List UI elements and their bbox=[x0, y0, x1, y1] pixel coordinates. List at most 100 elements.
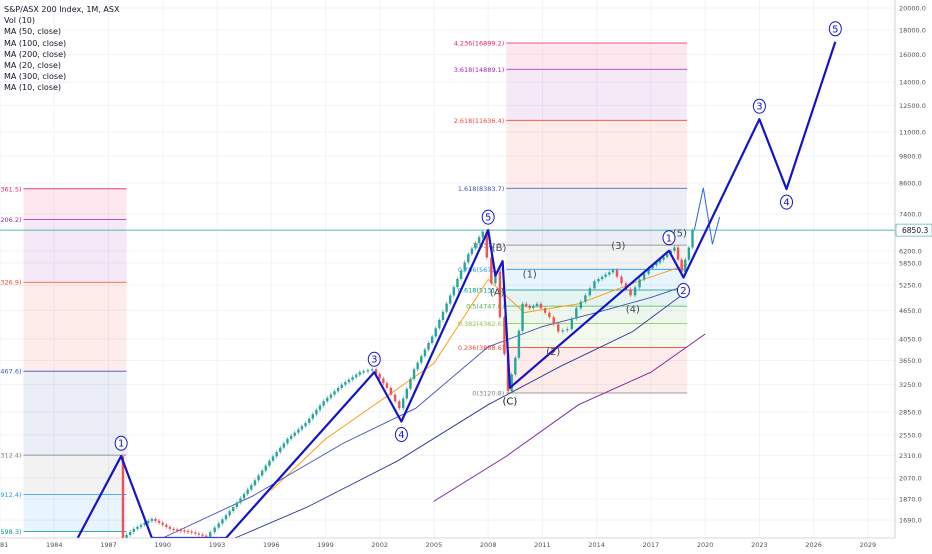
indicator-ma-20: MA (20, close) bbox=[4, 61, 62, 71]
wave-label-circle bbox=[662, 230, 676, 246]
time-axis-tick: 1981 bbox=[0, 541, 8, 549]
fib-right-zone bbox=[506, 323, 688, 348]
fib-left-level-label: 0.786(1912.4) bbox=[0, 491, 22, 499]
wave-label: 3 bbox=[371, 355, 377, 366]
price-axis-tick: 2550.0 bbox=[899, 431, 922, 439]
wave-label-circle bbox=[828, 21, 842, 37]
time-axis-tick: 1987 bbox=[100, 541, 117, 549]
symbol-title: S&P/ASX 200 Index, 1M, ASX bbox=[4, 5, 120, 14]
wave-label: 4 bbox=[398, 430, 404, 441]
wave-label-circle bbox=[780, 194, 794, 210]
fib-left-level-label: 4.236(8361.5) bbox=[0, 185, 22, 193]
sub-wave-label: (5) bbox=[673, 228, 687, 239]
sub-wave-label: (2) bbox=[546, 347, 560, 358]
wave-label: 1 bbox=[118, 439, 124, 450]
price-axis-tick: 5250.0 bbox=[899, 282, 922, 290]
time-axis-tick: 1999 bbox=[317, 541, 334, 549]
price-axis-tick: 2850.0 bbox=[899, 408, 922, 416]
time-axis-tick: 1990 bbox=[154, 541, 171, 549]
price-axis-tick: 1690.0 bbox=[899, 517, 922, 525]
fib-right-level-label: 0.236(3888.6) bbox=[458, 344, 504, 352]
price-axis-tick: 12500.0 bbox=[899, 102, 926, 110]
fib-right-zone bbox=[506, 120, 688, 189]
sub-wave-label: (A) bbox=[490, 287, 505, 298]
price-axis-tick: 5850.0 bbox=[899, 259, 922, 267]
price-axis-tick: 6200.0 bbox=[899, 247, 922, 255]
fib-right-level-label: 0.5(4747.0) bbox=[466, 303, 504, 311]
time-axis-tick: 2008 bbox=[480, 541, 497, 549]
indicator-ma-100: MA (100, close) bbox=[4, 38, 67, 48]
price-axis-tick: 20000.0 bbox=[899, 5, 926, 13]
moving-average-line bbox=[234, 290, 688, 539]
fib-right-zone bbox=[506, 69, 688, 121]
fib-left-level-label: 0.618(1598.3) bbox=[0, 528, 22, 536]
fib-right-level-label: 1.618(8383.7) bbox=[458, 185, 504, 193]
fib-right-level-label: 3.618(14889.1) bbox=[454, 66, 505, 74]
wave-label-circle bbox=[114, 435, 128, 451]
fib-right-zone bbox=[506, 347, 688, 394]
fib-right-level-label: 0.382(4362.6) bbox=[458, 320, 504, 328]
time-axis-tick: 2023 bbox=[751, 541, 768, 549]
price-axis-tick: 11000.0 bbox=[899, 128, 926, 136]
price-axis-tick: 9800.0 bbox=[899, 152, 922, 160]
fib-left-zone bbox=[23, 455, 127, 495]
fib-left-zone bbox=[23, 188, 127, 220]
fib-right-zone bbox=[506, 289, 688, 307]
wave-label: 4 bbox=[783, 198, 789, 209]
fib-right-zone bbox=[506, 43, 688, 70]
fib-left-zone bbox=[23, 219, 127, 283]
sub-wave-label: (B) bbox=[492, 243, 507, 254]
time-axis-tick: 2014 bbox=[588, 541, 605, 549]
last-price-label: 6850.3 bbox=[902, 226, 928, 235]
time-axis-tick: 1984 bbox=[46, 541, 63, 549]
wave-label-circle bbox=[752, 98, 766, 114]
wave-label-circle bbox=[676, 282, 690, 298]
fib-right-zone bbox=[506, 188, 688, 246]
moving-average-line bbox=[433, 333, 706, 502]
indicator-ma-300: MA (300, close) bbox=[4, 72, 67, 82]
time-axis-tick: 2029 bbox=[860, 541, 877, 549]
fib-left-level-label: 3.618(7206.2) bbox=[0, 216, 22, 224]
fib-left-zone bbox=[23, 494, 127, 532]
price-axis-tick: 1870.0 bbox=[899, 496, 922, 504]
price-axis-tick: 3250.0 bbox=[899, 381, 922, 389]
indicator-ma-10: MA (10, close) bbox=[4, 83, 62, 93]
fib-right-level-label: 1(6372.5) bbox=[472, 242, 504, 250]
fib-right-zone bbox=[506, 306, 688, 324]
wave-label-circle bbox=[367, 351, 381, 367]
price-axis-tick: 16000.0 bbox=[899, 51, 926, 59]
fib-right-level-label: 0(3120.8) bbox=[472, 390, 504, 398]
time-axis-tick: 2005 bbox=[426, 541, 443, 549]
last-price-tag bbox=[895, 223, 932, 237]
time-axis-background bbox=[0, 538, 932, 550]
indicator-legend: S&P/ASX 200 Index, 1M, ASX Vol (10) MA (… bbox=[4, 4, 119, 94]
indicator-vol: Vol (10) bbox=[4, 16, 35, 26]
wave-label: 3 bbox=[756, 102, 762, 113]
wave-label-circle bbox=[481, 209, 495, 225]
sub-wave-label: (4) bbox=[626, 305, 640, 316]
wave-label: 2 bbox=[680, 286, 686, 297]
time-axis-tick: 2020 bbox=[697, 541, 714, 549]
price-axis-tick: 2070.0 bbox=[899, 475, 922, 483]
fib-left-zone bbox=[23, 282, 127, 372]
time-axis-tick: 1993 bbox=[209, 541, 226, 549]
projection-path bbox=[693, 187, 721, 245]
price-axis-tick: 2310.0 bbox=[899, 452, 922, 460]
indicator-ma-50: MA (50, close) bbox=[4, 27, 62, 37]
price-axis-tick: 4050.0 bbox=[899, 336, 922, 344]
fib-left-level-label: 1(2312.4) bbox=[0, 452, 22, 460]
time-axis-tick: 1996 bbox=[263, 541, 280, 549]
wave-label: 1 bbox=[666, 233, 672, 244]
indicator-ma-200: MA (200, close) bbox=[4, 49, 67, 59]
fib-right-level-label: 0.786(5670.0) bbox=[458, 266, 504, 274]
price-axis-tick: 14000.0 bbox=[899, 79, 926, 87]
fib-right-level-label: 4.236(16899.2) bbox=[454, 40, 505, 48]
price-axis-background bbox=[895, 0, 932, 550]
wave-label: 5 bbox=[485, 213, 491, 224]
price-axis-tick: 18000.0 bbox=[899, 26, 926, 34]
time-axis-tick: 2017 bbox=[643, 541, 660, 549]
price-axis-tick: 8600.0 bbox=[899, 179, 922, 187]
time-axis-tick: 2026 bbox=[805, 541, 822, 549]
